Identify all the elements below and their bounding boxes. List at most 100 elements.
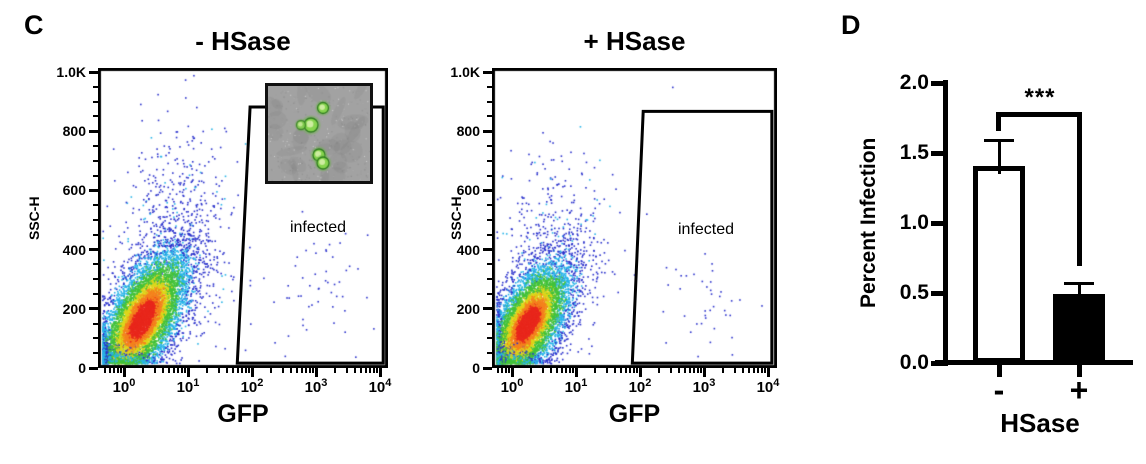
x-minor-tick (236, 368, 239, 373)
plot-title: - HSase (195, 26, 291, 56)
x-minor-tick (120, 368, 123, 373)
y-minor-tick (487, 233, 492, 236)
x-minor-tick (225, 368, 228, 373)
x-minor-tick (605, 368, 608, 373)
x-tick-label: 103 (304, 377, 328, 396)
x-tick-exponent: 2 (257, 377, 264, 389)
y-minor-tick (93, 174, 98, 177)
x-minor-tick (504, 368, 507, 373)
x-minor-tick (560, 368, 563, 373)
gate-label: infected (677, 221, 735, 238)
x-axis-label: GFP (608, 400, 661, 428)
x-minor-tick (281, 368, 284, 373)
x-minor-tick (372, 368, 375, 373)
y-minor-tick (93, 159, 98, 162)
x-minor-tick (541, 368, 544, 373)
y-minor-tick (487, 145, 492, 147)
y-tick-label: 1.0 (899, 211, 929, 234)
x-tick-label: 102 (240, 377, 264, 396)
y-major-tick (483, 307, 492, 311)
y-tick (931, 80, 943, 86)
y-major-tick (483, 248, 492, 252)
bar-plus (1053, 294, 1105, 363)
y-minor-tick (487, 352, 492, 355)
bar-minus (973, 165, 1025, 363)
y-minor-tick (487, 322, 492, 325)
y-minor-tick (487, 85, 492, 88)
y-tick (931, 150, 943, 156)
x-minor-tick (241, 368, 244, 373)
x-tick-exponent: 1 (193, 377, 200, 389)
y-axis-label: Percent Infection (857, 137, 880, 309)
x-minor-tick (108, 368, 111, 373)
x-minor-tick (764, 368, 767, 373)
y-tick-label: 2.0 (899, 71, 929, 94)
x-tick (1076, 365, 1082, 377)
x-minor-tick (248, 368, 251, 373)
x-minor-tick (161, 368, 164, 373)
x-axis-title: HSase (1000, 408, 1080, 438)
x-tick-exponent: 4 (773, 377, 780, 389)
y-major-tick (89, 129, 98, 133)
x-minor-tick (167, 368, 170, 373)
scatter-density-canvas (98, 68, 388, 368)
x-minor-tick (312, 368, 315, 373)
x-minor-tick (757, 368, 760, 373)
x-minor-tick (677, 368, 680, 373)
y-tick-label: 0.0 (899, 351, 929, 374)
x-axis-line (935, 360, 1133, 365)
x-tick-exponent: 4 (385, 377, 392, 389)
x-major-tick (574, 368, 578, 377)
y-minor-tick (93, 115, 98, 118)
microscopy-inset-image (268, 86, 370, 181)
sig-bracket-right (1077, 112, 1082, 267)
x-minor-tick (501, 368, 504, 373)
x-tick-label: 101 (564, 377, 588, 396)
y-tick-label: 600 (62, 182, 86, 199)
y-tick (931, 290, 943, 296)
x-minor-tick (295, 368, 298, 373)
x-minor-tick (177, 368, 180, 373)
x-tick-exponent: 3 (321, 377, 328, 389)
x-minor-tick (669, 368, 672, 373)
x-axis-label: GFP (217, 400, 269, 428)
y-tick-label: 400 (456, 241, 480, 258)
y-minor-tick (93, 85, 98, 88)
microscopy-inset (265, 83, 373, 184)
significance-stars: *** (1024, 84, 1056, 111)
x-major-tick (638, 368, 642, 377)
x-major-tick (510, 368, 514, 377)
x-minor-tick (688, 368, 691, 373)
x-minor-tick (172, 368, 175, 373)
gate-label: infected (289, 219, 347, 236)
x-minor-tick (305, 368, 308, 373)
y-axis-label: SSC-H (26, 196, 42, 240)
x-minor-tick (565, 368, 568, 373)
y-minor-tick (93, 204, 98, 207)
x-minor-tick (359, 368, 362, 373)
x-minor-tick (113, 368, 116, 373)
y-tick (931, 360, 943, 366)
x-tick-exponent: 3 (709, 377, 716, 389)
x-minor-tick (217, 368, 220, 373)
category-label: - (993, 372, 1005, 408)
y-minor-tick (487, 204, 492, 207)
x-minor-tick (184, 368, 187, 373)
y-major-tick (89, 366, 98, 370)
x-minor-tick (103, 368, 106, 373)
x-minor-tick (334, 368, 337, 373)
gate-polygon (630, 109, 774, 365)
x-minor-tick (231, 368, 234, 373)
y-tick-label: 400 (62, 241, 86, 258)
x-minor-tick (696, 368, 699, 373)
y-minor-tick (487, 100, 492, 103)
y-major-tick (483, 366, 492, 370)
x-minor-tick (308, 368, 311, 373)
x-minor-tick (594, 368, 597, 373)
x-minor-tick (747, 368, 750, 373)
x-minor-tick (636, 368, 639, 373)
x-minor-tick (619, 368, 622, 373)
x-minor-tick (300, 368, 303, 373)
